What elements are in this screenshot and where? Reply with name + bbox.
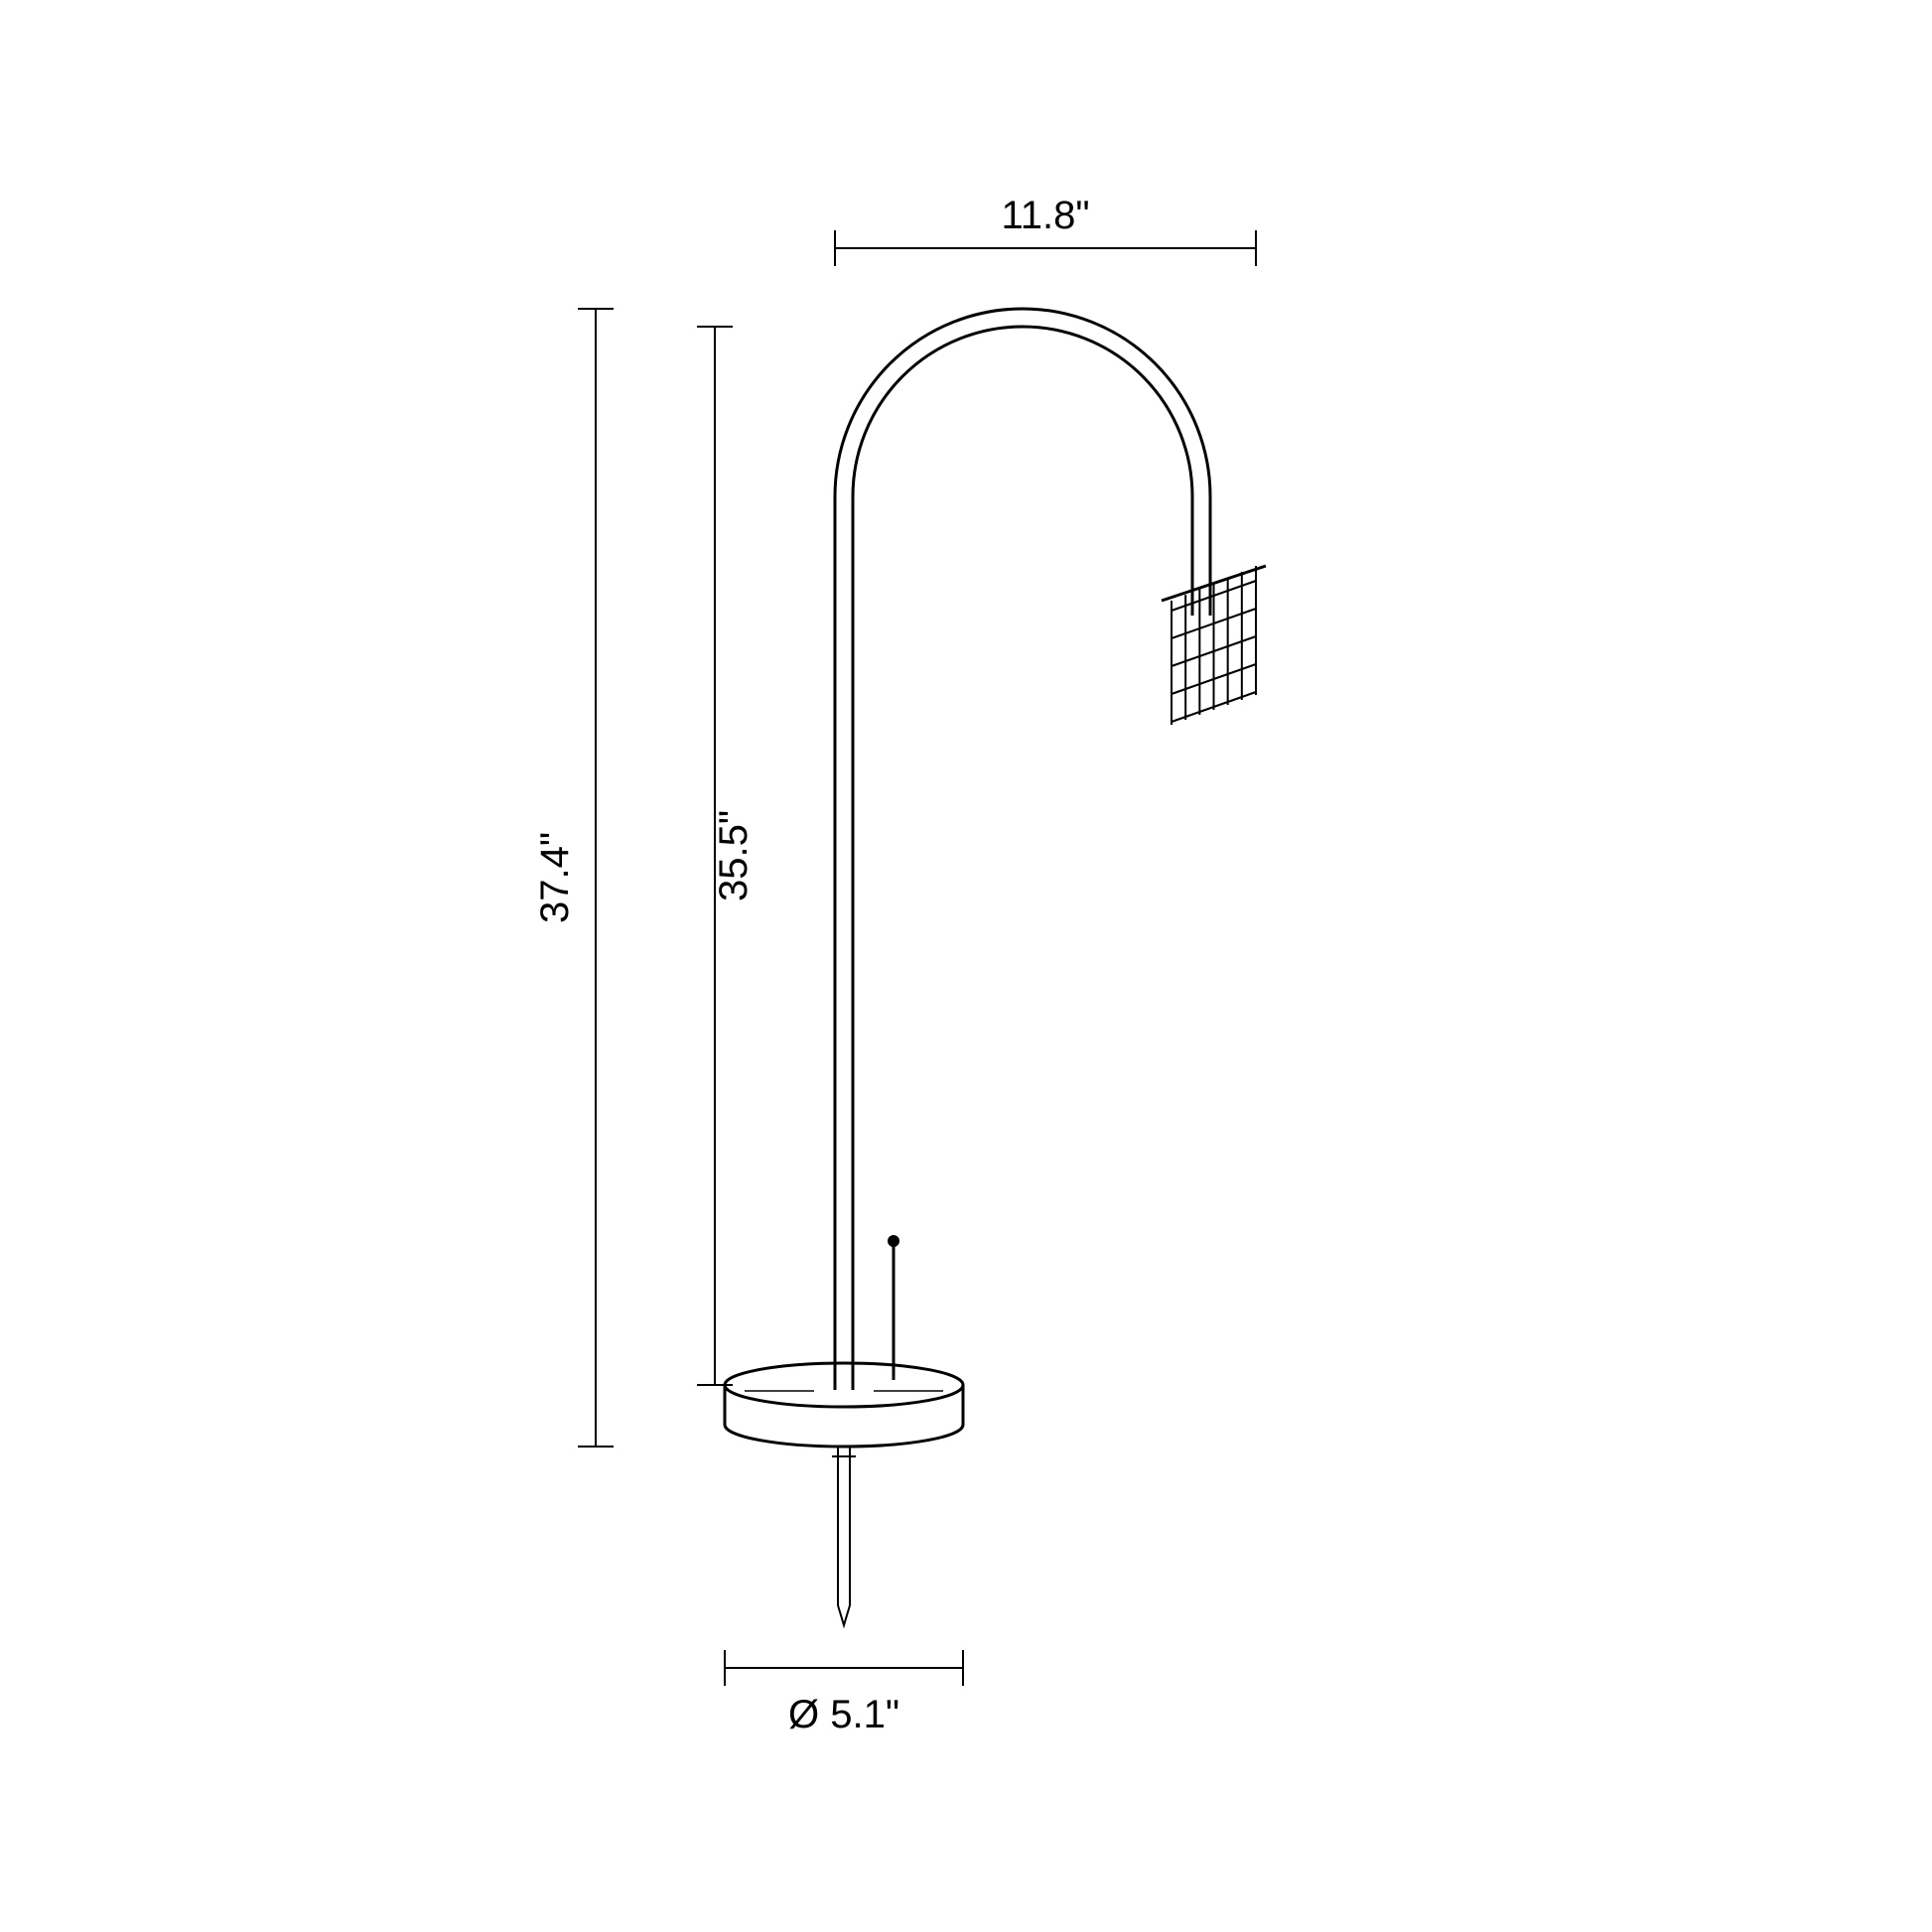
dim-height-inner: 35.5" xyxy=(712,810,756,901)
dim-width-top: 11.8" xyxy=(1001,194,1089,237)
dim-base-diameter: Ø 5.1" xyxy=(788,1693,899,1736)
dim-height-outer: 37.4" xyxy=(533,832,577,923)
